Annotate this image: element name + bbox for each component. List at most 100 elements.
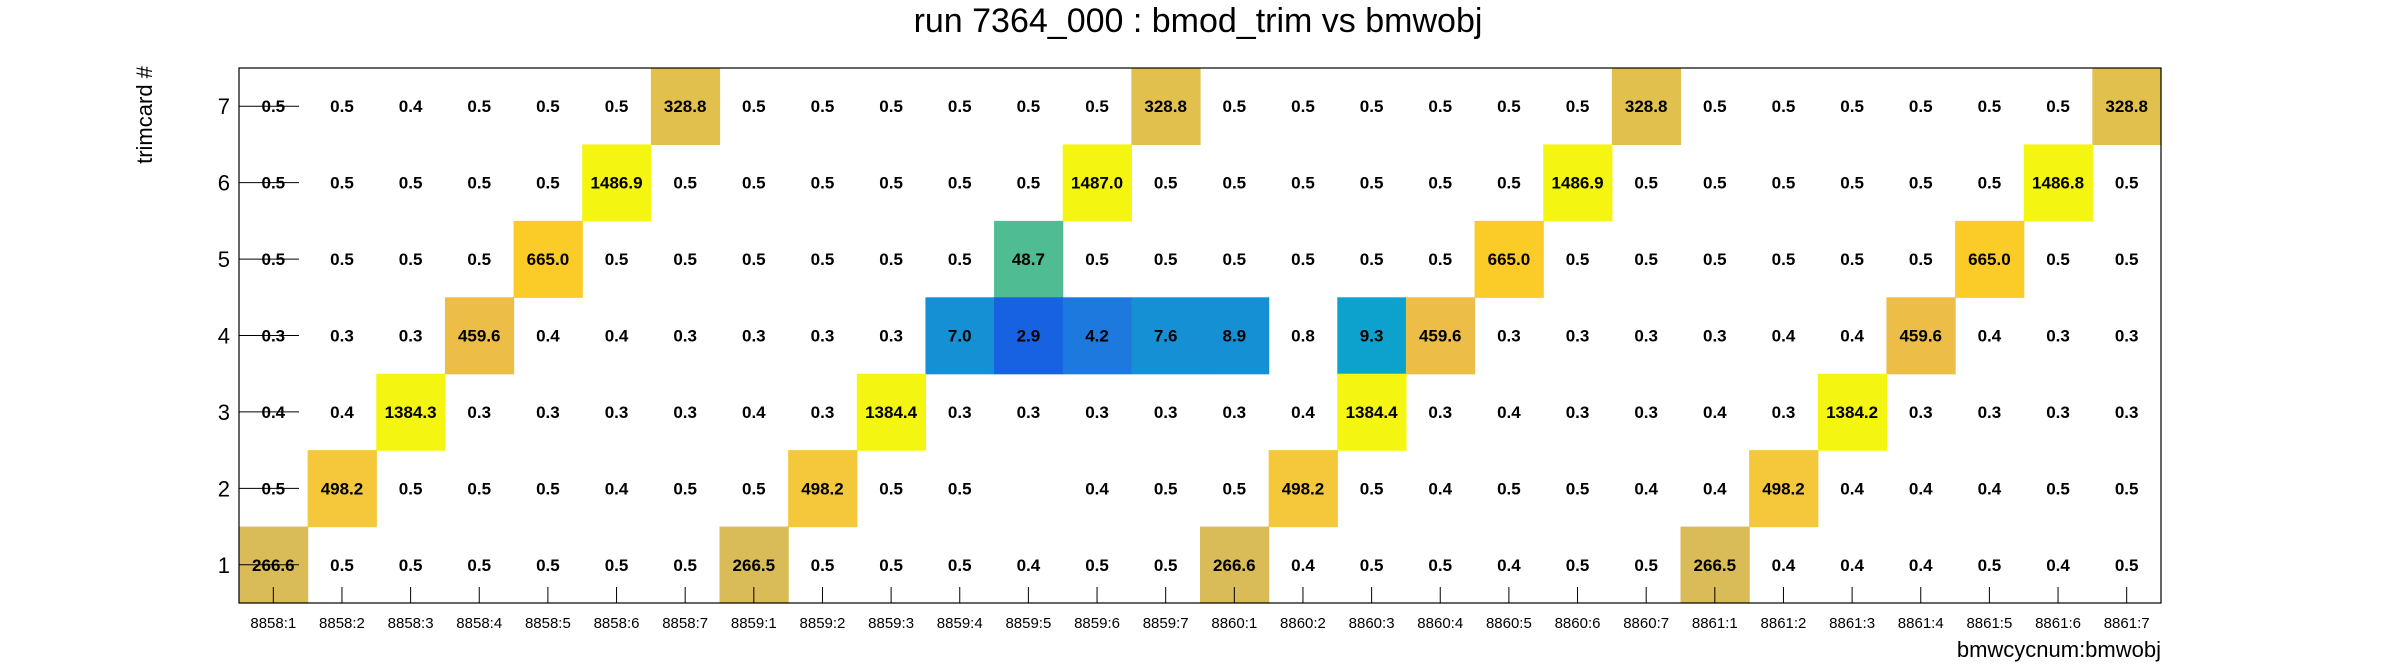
cell-value-label: 0.5	[2115, 479, 2139, 498]
x-tick-label: 8860:6	[1555, 615, 1601, 632]
cell-value-label: 0.5	[1634, 174, 1658, 193]
cell-value-label: 0.5	[1360, 479, 1384, 498]
heatmap-cell	[1200, 297, 1270, 375]
cell-value-label: 0.5	[879, 250, 903, 269]
cell-value-label: 0.4	[742, 403, 766, 422]
cell-value-label: 0.3	[1978, 403, 2002, 422]
x-tick-label: 8859:6	[1074, 615, 1120, 632]
cell-value-label: 0.5	[399, 479, 423, 498]
cell-value-label: 459.6	[1419, 327, 1462, 346]
x-tick-label: 8860:4	[1417, 615, 1463, 632]
cell-value-label: 0.5	[1223, 479, 1247, 498]
heatmap-cell	[994, 297, 1064, 375]
cell-value-label: 0.5	[948, 250, 972, 269]
cell-value-label: 0.5	[1566, 250, 1590, 269]
cell-value-label: 0.5	[1291, 97, 1315, 116]
cell-value-label: 0.5	[1772, 97, 1796, 116]
cell-value-label: 0.3	[1566, 327, 1590, 346]
cell-value-label: 0.3	[1909, 403, 1933, 422]
cell-value-label: 0.5	[742, 250, 766, 269]
heatmap-cell	[1405, 297, 1476, 375]
cell-value-label: 0.5	[742, 97, 766, 116]
cell-value-label: 0.5	[467, 250, 491, 269]
cell-value-label: 0.5	[330, 174, 354, 193]
x-tick-label: 8861:3	[1829, 615, 1875, 632]
heatmap-cell	[788, 450, 858, 528]
cell-value-label: 0.3	[330, 327, 354, 346]
cell-value-label: 0.4	[1772, 556, 1796, 575]
cell-value-label: 0.4	[1703, 479, 1727, 498]
cell-value-label: 0.5	[1566, 97, 1590, 116]
heatmap-cell	[650, 68, 721, 146]
cell-value-label: 0.4	[1909, 479, 1933, 498]
x-tick-label: 8861:6	[2035, 615, 2081, 632]
cell-value-label: 0.5	[1223, 97, 1247, 116]
cell-value-label: 2.9	[1017, 327, 1041, 346]
cell-value-label: 0.5	[467, 479, 491, 498]
y-tick-label: 3	[218, 400, 230, 425]
cell-value-label: 0.5	[1223, 250, 1247, 269]
x-tick-label: 8860:5	[1486, 615, 1532, 632]
x-tick-label: 8859:2	[800, 615, 846, 632]
cell-value-label: 0.3	[1085, 403, 1109, 422]
y-axis: 1 2 3 4 5 6 7	[218, 94, 299, 578]
x-axis-title: bmwcycnum:bmwobj	[1957, 637, 2161, 662]
cell-value-label: 0.5	[536, 556, 560, 575]
heatmap-cell	[1337, 373, 1407, 451]
heatmap-cell	[1543, 144, 1613, 222]
cell-value-label: 0.4	[605, 479, 629, 498]
cell-value-label: 0.5	[1428, 97, 1452, 116]
cell-value-label: 0.8	[1291, 327, 1315, 346]
cell-value-label: 0.5	[330, 250, 354, 269]
cell-value-label: 1384.4	[865, 403, 918, 422]
cell-value-label: 0.4	[1978, 327, 2002, 346]
cell-value-label: 328.8	[1625, 97, 1668, 116]
cell-value-label: 0.5	[1909, 174, 1933, 193]
x-tick-label: 8859:7	[1143, 615, 1189, 632]
cell-value-label: 0.5	[1566, 479, 1590, 498]
cell-value-label: 0.5	[673, 556, 697, 575]
cell-value-label: 48.7	[1012, 250, 1045, 269]
cell-value-label: 0.3	[673, 327, 697, 346]
x-tick-label: 8858:3	[388, 615, 434, 632]
cell-value-label: 0.4	[1017, 556, 1041, 575]
cell-value-label: 0.5	[1703, 174, 1727, 193]
heatmap-cell	[582, 144, 652, 222]
cell-value-label: 0.5	[948, 174, 972, 193]
cell-value-label: 498.2	[321, 479, 364, 498]
x-tick-label: 8858:2	[319, 615, 365, 632]
cell-value-label: 0.3	[605, 403, 629, 422]
cell-value-label: 0.5	[811, 556, 835, 575]
x-tick-label: 8861:7	[2104, 615, 2150, 632]
heatmap-cell	[376, 373, 446, 451]
cell-value-label: 1486.9	[1552, 174, 1604, 193]
heatmap-cell	[513, 220, 583, 298]
cell-value-label: 0.5	[948, 556, 972, 575]
x-tick-label: 8858:4	[456, 615, 502, 632]
cell-value-label: 0.4	[1497, 403, 1521, 422]
heatmap-cell	[2023, 144, 2093, 222]
cell-value-label: 0.5	[399, 174, 423, 193]
cell-value-label: 0.5	[2046, 97, 2070, 116]
heatmap-cell	[307, 450, 377, 528]
cell-value-label: 0.5	[1223, 174, 1247, 193]
cell-value-label: 0.3	[1772, 403, 1796, 422]
x-tick-label: 8859:5	[1005, 615, 1051, 632]
cell-value-label: 1384.4	[1346, 403, 1399, 422]
x-tick-label: 8858:6	[594, 615, 640, 632]
cell-value-label: 0.5	[1634, 556, 1658, 575]
cell-value-label: 0.3	[467, 403, 491, 422]
cell-value-label: 0.5	[1085, 556, 1109, 575]
y-tick-label: 1	[218, 553, 230, 578]
chart-title: run 7364_000 : bmod_trim vs bmwobj	[914, 2, 1483, 40]
cell-value-label: 0.4	[1497, 556, 1521, 575]
cell-value-label: 0.4	[1840, 327, 1864, 346]
cell-value-label: 0.4	[1291, 403, 1315, 422]
cell-value-label: 0.5	[1772, 174, 1796, 193]
cell-value-label: 0.3	[1017, 403, 1041, 422]
cell-value-label: 328.8	[664, 97, 707, 116]
cell-value-label: 0.5	[330, 97, 354, 116]
cell-value-label: 0.5	[605, 97, 629, 116]
cell-value-label: 0.4	[1703, 403, 1727, 422]
cell-value-label: 0.5	[1909, 250, 1933, 269]
